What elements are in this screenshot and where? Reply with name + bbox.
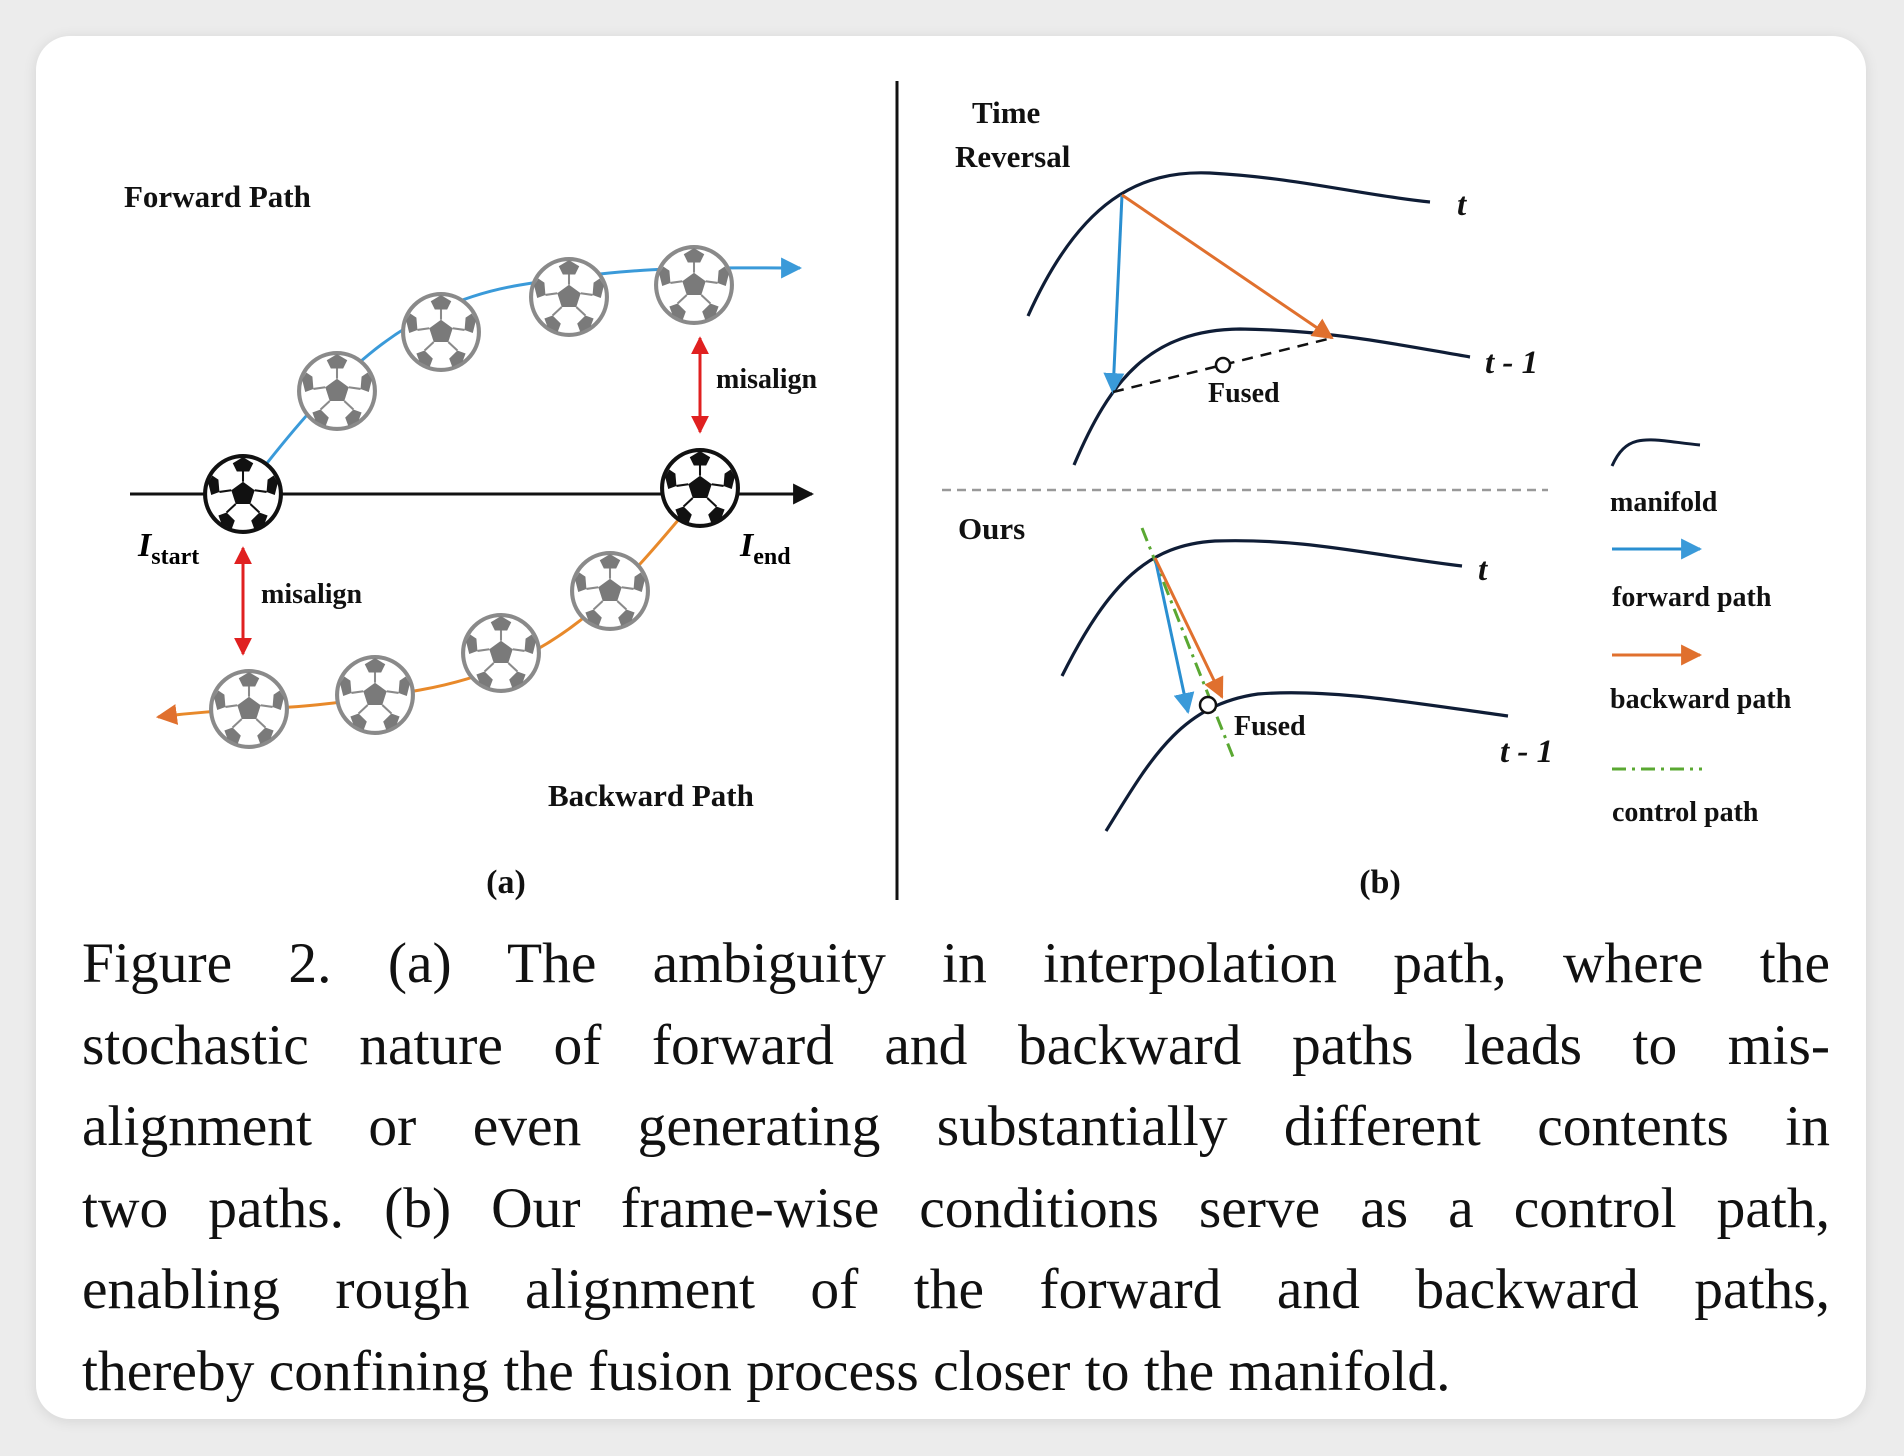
- manifold-t-minus-1-top: [1072, 327, 1471, 466]
- legend-control-label: control path: [1612, 797, 1759, 828]
- fused-point-top: [1214, 356, 1232, 374]
- forward-ball-icon-3: [531, 259, 607, 335]
- forward-path-arrow-top: [1103, 194, 1125, 395]
- end-ball-icon: [662, 450, 738, 526]
- caption-line-4: two paths. (b) Our frame-wise conditions…: [82, 1176, 1830, 1240]
- forward-ball-icon-1: [299, 353, 375, 429]
- backward-path-arrow-top: [1121, 193, 1334, 340]
- time-reversal-label-line2: Reversal: [955, 139, 1071, 174]
- misalign-label-top: misalign: [716, 364, 818, 395]
- forward-ball-icon-4: [656, 247, 732, 323]
- legend-manifold-swatch: [1610, 438, 1701, 467]
- time-reversal-label-line1: Time: [972, 95, 1040, 130]
- manifold-t-minus-1-bottom: [1104, 691, 1509, 832]
- forward-path-arrow-bottom: [1153, 557, 1195, 715]
- manifold-t-top: [1026, 171, 1431, 317]
- backward-ball-icon-4: [211, 671, 287, 747]
- panel-b: Time Reversal t t - 1 Fused Ours t t - 1…: [942, 95, 1553, 901]
- misalign-label-bottom: misalign: [261, 579, 363, 610]
- fused-label-bottom: Fused: [1234, 711, 1306, 742]
- backward-path-arrow-bottom: [1153, 557, 1224, 699]
- caption-line-5: enabling rough alignment of the forward …: [82, 1258, 1830, 1321]
- legend-backward-label: backward path: [1610, 684, 1792, 715]
- panel-a-label: (a): [486, 864, 526, 901]
- forward-path-title: Forward Path: [124, 179, 311, 214]
- panel-a: Forward Path Backward Path misalign misa…: [124, 179, 818, 901]
- backward-path-title: Backward Path: [548, 778, 754, 813]
- label-t-bottom: t: [1478, 552, 1488, 588]
- fused-point-bottom: [1198, 695, 1218, 715]
- legend-forward-label: forward path: [1612, 582, 1772, 613]
- backward-ball-icon-3: [337, 657, 413, 733]
- caption-line-1: Figure 2. (a) The ambiguity in interpola…: [82, 932, 1830, 995]
- ours-label: Ours: [958, 511, 1025, 546]
- manifold-t-bottom: [1060, 539, 1463, 677]
- label-i-end: Iend: [739, 527, 791, 570]
- panel-b-label: (b): [1359, 864, 1401, 901]
- backward-ball-icon-2: [463, 615, 539, 691]
- fused-label-top: Fused: [1208, 378, 1280, 409]
- label-t-minus-1-top: t - 1: [1485, 345, 1538, 381]
- caption-line-3: alignment or even generating substantial…: [82, 1095, 1830, 1158]
- backward-ball-icon-1: [572, 553, 648, 629]
- label-i-start: Istart: [137, 527, 199, 570]
- figure-caption: Figure 2. (a) The ambiguity in interpola…: [82, 923, 1830, 1412]
- forward-ball-icon-2: [403, 294, 479, 370]
- legend: manifold forward path backward path cont…: [1610, 438, 1792, 828]
- figure-card: [36, 36, 1866, 1419]
- start-ball-icon: [205, 456, 281, 532]
- label-t-minus-1-bottom: t - 1: [1500, 734, 1553, 770]
- legend-manifold-label: manifold: [1610, 487, 1718, 518]
- caption-line-2: stochastic nature of forward and backwar…: [82, 1013, 1830, 1077]
- caption-line-6: thereby confining the fusion process clo…: [82, 1339, 1451, 1403]
- label-t-top: t: [1457, 187, 1467, 223]
